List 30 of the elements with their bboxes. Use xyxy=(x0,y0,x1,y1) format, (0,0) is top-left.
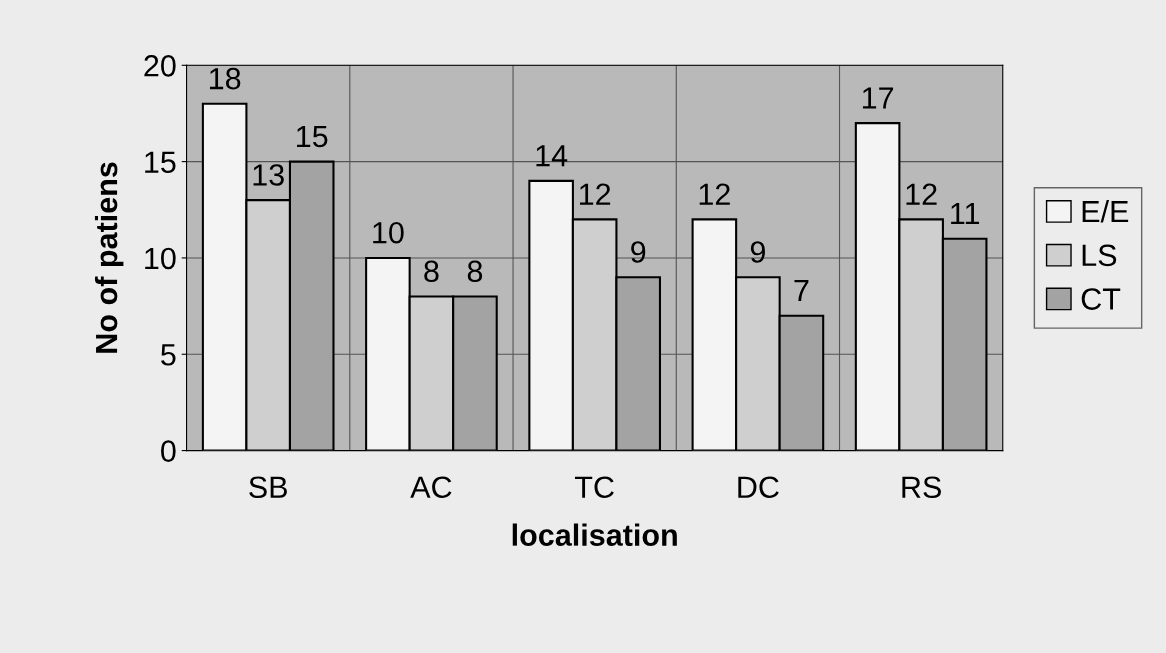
data-label: 10 xyxy=(373,221,404,244)
data-label: 8 xyxy=(424,260,439,283)
data-label: 8 xyxy=(467,260,483,283)
x-tick-label: RS xyxy=(902,476,941,499)
data-label: 9 xyxy=(631,241,646,263)
y-axis-title: No of patiens xyxy=(94,162,124,353)
data-label: 18 xyxy=(209,67,241,90)
data-label: 12 xyxy=(580,183,611,205)
data-label: 12 xyxy=(699,183,730,205)
y-tick-label: 5 xyxy=(161,344,176,366)
data-label: 13 xyxy=(253,164,284,186)
x-tick-label: AC xyxy=(410,476,452,499)
data-label: 12 xyxy=(906,183,937,205)
legend-label: LS xyxy=(1082,244,1117,267)
y-tick-label: 15 xyxy=(145,151,176,173)
y-tick-label: 20 xyxy=(144,55,176,77)
legend-label: E/E xyxy=(1082,199,1129,223)
x-tick-label: SB xyxy=(249,476,287,499)
data-label: 14 xyxy=(536,145,568,167)
x-axis-title: localisation xyxy=(512,523,677,546)
data-label: 11 xyxy=(951,202,980,224)
data-label: 17 xyxy=(862,87,894,109)
y-tick-label: 0 xyxy=(161,440,176,462)
x-tick-label: TC xyxy=(574,476,614,499)
legend-label: CT xyxy=(1081,288,1121,310)
data-label: 9 xyxy=(750,241,765,263)
data-label: 7 xyxy=(794,280,809,302)
y-tick-label: 10 xyxy=(145,247,176,270)
data-label: 15 xyxy=(297,125,328,148)
x-tick-label: DC xyxy=(738,476,779,499)
